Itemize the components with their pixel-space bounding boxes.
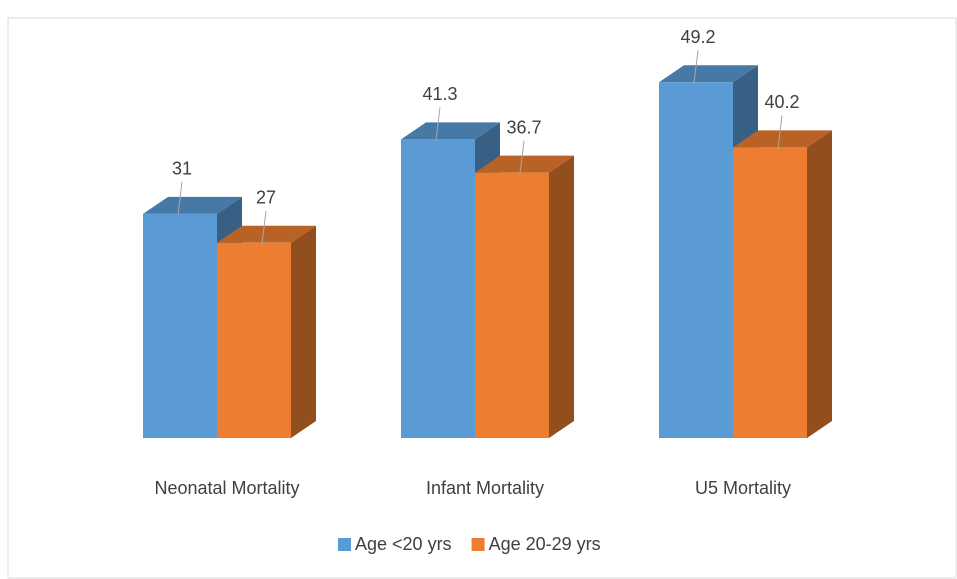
data-label: 31 xyxy=(172,159,192,179)
data-label: 41.3 xyxy=(422,84,457,104)
leader-line xyxy=(435,107,441,141)
bar xyxy=(659,82,733,438)
bar-top xyxy=(475,155,574,173)
bar xyxy=(143,213,217,438)
data-label: 40.2 xyxy=(764,92,799,112)
legend-swatch xyxy=(471,538,485,551)
legend-label: Age 20-29 yrs xyxy=(489,534,601,554)
bar-side xyxy=(807,130,832,438)
leader-line xyxy=(261,210,267,244)
data-label: 27 xyxy=(256,188,276,208)
leader-line xyxy=(777,115,783,149)
bar xyxy=(401,139,475,438)
legend-swatch xyxy=(338,538,351,551)
leader-line xyxy=(519,140,525,174)
x-tick-label: Infant Mortality xyxy=(426,478,544,498)
bar-top xyxy=(143,196,242,214)
bar-top xyxy=(401,122,500,140)
legend-label: Age <20 yrs xyxy=(355,534,452,554)
bar xyxy=(475,172,549,438)
x-tick-label: Neonatal Mortality xyxy=(154,478,299,498)
data-label: 49.2 xyxy=(680,27,715,47)
bar-top xyxy=(733,130,832,148)
leader-line xyxy=(693,50,699,84)
bar-top xyxy=(659,65,758,83)
bar-side xyxy=(549,155,574,438)
bar-side xyxy=(291,225,316,438)
x-tick-label: U5 Mortality xyxy=(695,478,791,498)
data-label: 36.7 xyxy=(506,117,541,137)
bar xyxy=(217,242,291,438)
bar xyxy=(733,147,807,438)
bar-top xyxy=(217,225,316,243)
leader-line xyxy=(177,181,183,215)
